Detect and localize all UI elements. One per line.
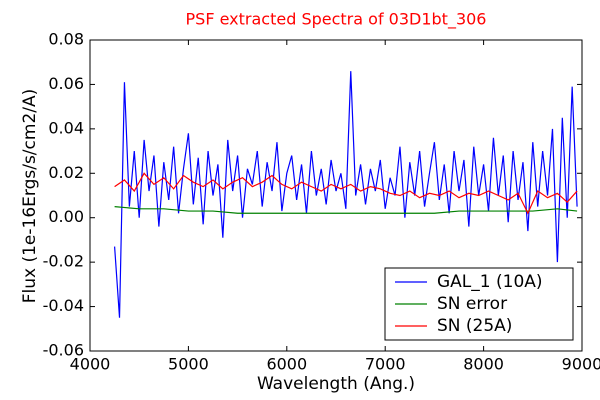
y-tick-label: -0.02 [43, 252, 84, 271]
plot-frame [89, 39, 583, 352]
x-tick-label: 8000 [463, 355, 504, 374]
y-tick-label: 0.08 [48, 30, 84, 49]
series-line [114, 172, 578, 215]
x-tick-label: 5000 [168, 355, 209, 374]
legend-label: SN (25A) [437, 316, 512, 336]
series-line [114, 206, 578, 214]
legend-label: SN error [437, 294, 507, 314]
x-tick-label: 6000 [266, 355, 307, 374]
x-tick-label: 9000 [562, 355, 600, 374]
y-tick-label: -0.04 [43, 296, 84, 315]
legend-label: GAL_1 (10A) [437, 272, 543, 292]
y-tick-label: 0.04 [48, 118, 84, 137]
x-tick-label: 4000 [70, 355, 111, 374]
y-tick-label: -0.06 [43, 341, 84, 360]
y-tick-label: 0.00 [48, 207, 84, 226]
y-tick-label: 0.06 [48, 74, 84, 93]
x-tick-label: 7000 [365, 355, 406, 374]
y-tick-label: 0.02 [48, 163, 84, 182]
chart-title: PSF extracted Spectra of 03D1bt_306 [186, 10, 487, 30]
x-axis-label: Wavelength (Ang.) [257, 374, 415, 394]
y-axis-label: Flux (1e-16Ergs/s/cm2/A) [20, 89, 40, 304]
